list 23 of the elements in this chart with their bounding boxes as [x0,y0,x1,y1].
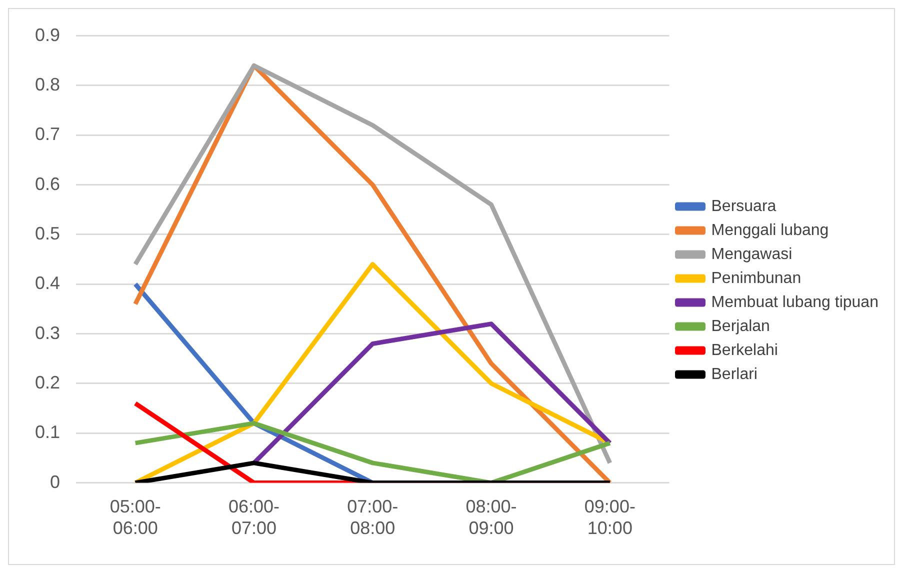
legend-label: Membuat lubang tipuan [711,294,878,311]
x-tick-label: 07:00-08:00 [347,496,398,538]
x-tick-label: 05:00-06:00 [110,496,161,538]
y-tick-label: 0.7 [34,124,60,144]
x-tick-label: 09:00-10:00 [584,496,636,538]
legend-label: Berjalan [711,318,770,335]
y-tick-label: 0.1 [34,422,60,442]
y-tick-label: 0 [50,472,60,492]
x-tick-label: 06:00-07:00 [228,496,280,538]
legend-label: Berlari [711,366,758,383]
y-tick-label: 0.6 [34,174,60,194]
y-tick-label: 0.8 [34,74,60,94]
legend-label: Penimbunan [711,270,802,287]
y-tick-label: 0.2 [34,372,60,392]
y-tick-label: 0.5 [34,223,60,244]
legend-label: Menggali lubang [711,222,829,239]
y-tick-label: 0.3 [34,322,60,343]
y-tick-label: 0.9 [34,24,60,45]
legend-label: Mengawasi [711,246,792,263]
legend-label: Bersuara [711,198,776,215]
y-tick-label: 0.4 [34,273,60,294]
x-tick-label: 08:00-09:00 [466,496,517,538]
legend-label: Berkelahi [711,342,778,359]
